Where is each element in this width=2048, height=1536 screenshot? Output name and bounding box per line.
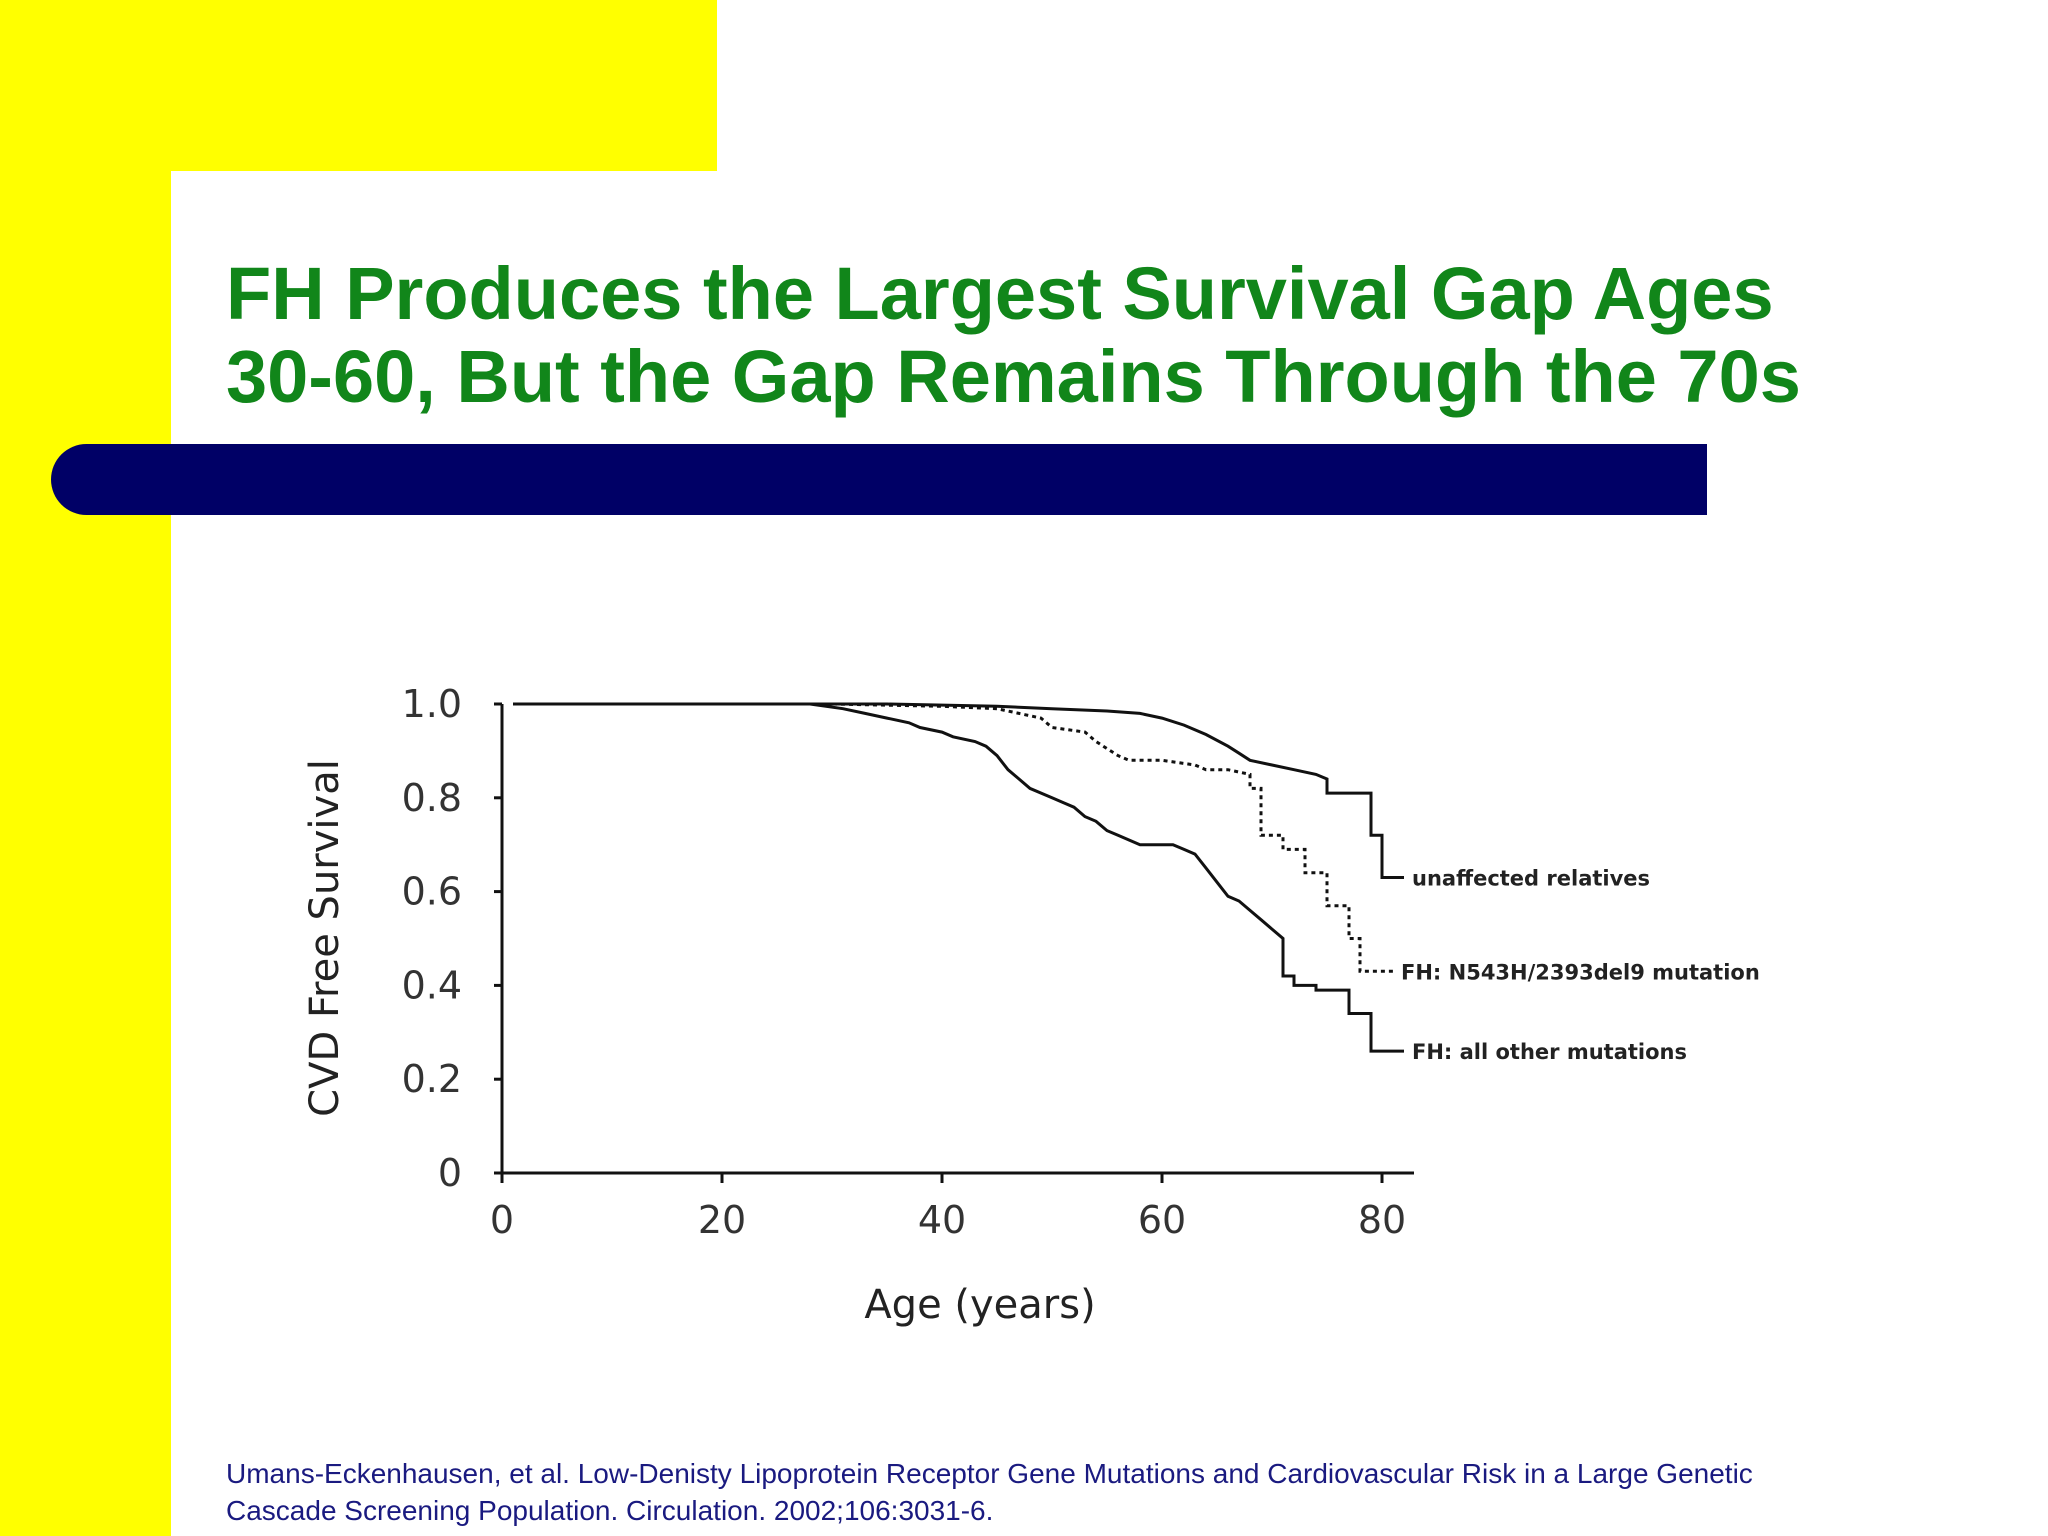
- y-ticks: 0 0.2 0.4 0.6 0.8 1.0: [402, 682, 502, 1195]
- citation: Umans-Eckenhausen, et al. Low-Denisty Li…: [226, 1455, 2016, 1529]
- y-tick-label: 0.2: [402, 1057, 462, 1101]
- slide-title-line-1: FH Produces the Largest Survival Gap Age…: [226, 252, 1774, 335]
- x-axis-label: Age (years): [864, 1282, 1095, 1328]
- series-line-n543h: [513, 702, 1393, 973]
- y-tick-label: 1.0: [402, 682, 462, 726]
- y-tick-label: 0.4: [402, 963, 462, 1007]
- survival-chart: 0 20 40 60 80 0 0.2 0.4 0.6 0.8 1.0 unaffected re…: [302, 682, 1760, 1328]
- title-underline-bar: [51, 444, 1707, 515]
- x-tick-label: 0: [490, 1198, 514, 1242]
- x-tick-label: 60: [1138, 1198, 1186, 1242]
- citation-line-1: Umans-Eckenhausen, et al. Low-Denisty Li…: [226, 1458, 1753, 1489]
- plot-axes: [500, 704, 1414, 1175]
- y-tick-label: 0.6: [402, 870, 462, 914]
- yellow-top-band: [0, 0, 717, 171]
- citation-line-2: Cascade Screening Population. Circulatio…: [226, 1495, 994, 1526]
- y-tick-label: 0: [438, 1151, 462, 1195]
- series-labels: unaffected relatives FH: N543H/2393del9 m…: [1401, 867, 1760, 1065]
- series-line-unaffected: [513, 702, 1404, 879]
- slide-title-line-2: 30-60, But the Gap Remains Through the 7…: [226, 335, 1801, 418]
- y-axis-label: CVD Free Survival: [302, 759, 348, 1117]
- series-label-unaffected: unaffected relatives: [1412, 867, 1650, 891]
- x-tick-label: 40: [918, 1198, 966, 1242]
- series-label-other-fh: FH: all other mutations: [1412, 1040, 1687, 1064]
- x-tick-label: 20: [698, 1198, 746, 1242]
- yellow-side-band: [0, 0, 171, 1536]
- series-layer: [513, 702, 1404, 1053]
- slide-title: FH Produces the Largest Survival Gap Age…: [226, 252, 2006, 418]
- series-line-other-fh: [513, 702, 1404, 1053]
- series-label-n543h: FH: N543H/2393del9 mutation: [1401, 960, 1760, 984]
- x-ticks: 0 20 40 60 80: [490, 1173, 1406, 1242]
- y-tick-label: 0.8: [402, 776, 462, 820]
- x-tick-label: 80: [1358, 1198, 1406, 1242]
